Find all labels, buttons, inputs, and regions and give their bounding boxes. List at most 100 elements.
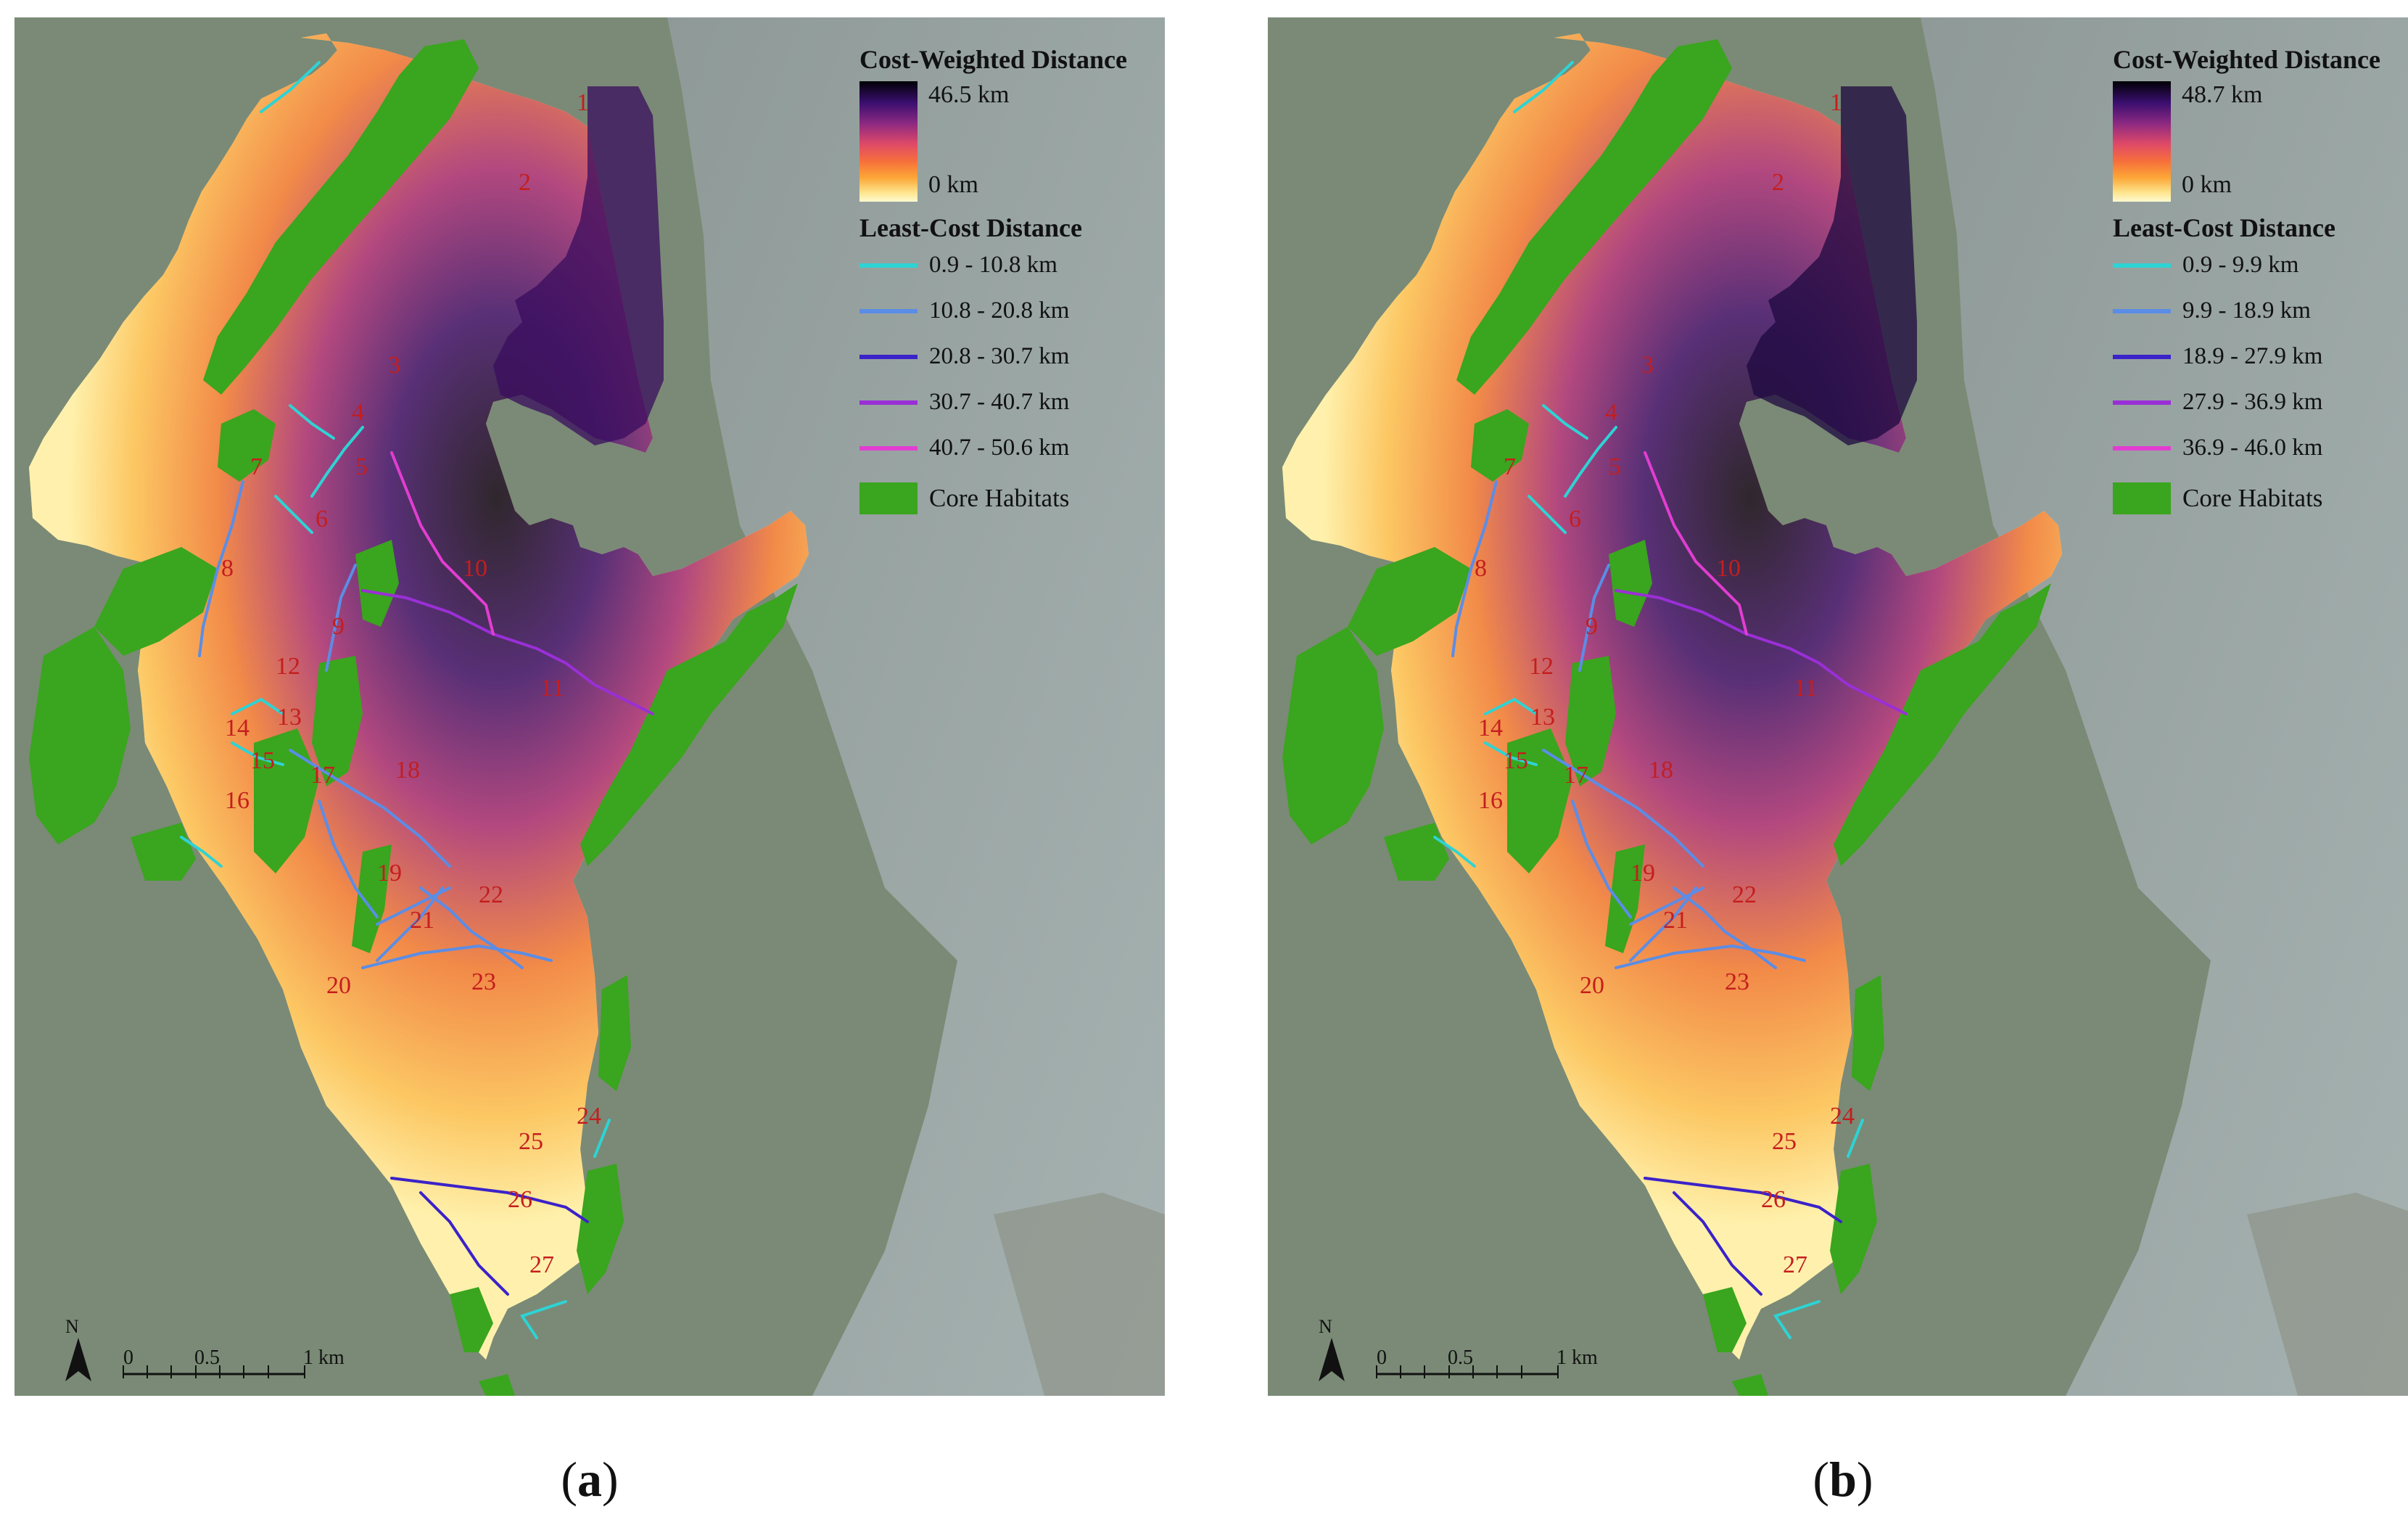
- corridor-label: 12: [276, 653, 300, 680]
- corridor-label: 9: [1586, 613, 1598, 640]
- lc-class-2: 9.9 - 18.9 km: [2113, 288, 2403, 334]
- corridor-label: 24: [577, 1103, 601, 1130]
- least-cost-corridor: [289, 749, 451, 868]
- least-cost-corridor: [361, 589, 654, 715]
- lc-swatch: [859, 308, 918, 313]
- corridor-label: 21: [410, 907, 434, 934]
- corridor-label: 21: [1663, 907, 1688, 934]
- lc-swatch: [2113, 308, 2171, 313]
- map-legend: Cost-Weighted Distance 46.5 km 0 km Leas…: [859, 45, 1150, 523]
- least-cost-corridor: [361, 944, 553, 969]
- caption-letter: b: [1829, 1452, 1857, 1507]
- corridor-label: 2: [519, 169, 531, 196]
- core-habitat-patch: [254, 728, 319, 873]
- core-habitat-patch: [1348, 547, 1471, 656]
- core-habitat-patch: [352, 844, 392, 953]
- core-habitat-swatch: [2113, 482, 2171, 514]
- corridor-label: 13: [277, 704, 302, 731]
- core-habitat-label: Core Habitats: [929, 484, 1070, 512]
- lc-class-5: 36.9 - 46.0 km: [2113, 425, 2403, 471]
- least-cost-title: Least-Cost Distance: [859, 213, 1082, 242]
- corridor-label: 7: [1504, 453, 1516, 480]
- lc-class-4: 27.9 - 36.9 km: [2113, 379, 2403, 425]
- core-habitat-patch: [218, 409, 276, 482]
- least-cost-corridor: [1644, 1177, 1842, 1223]
- lc-label: 9.9 - 18.9 km: [2182, 297, 2311, 324]
- least-cost-corridor: [198, 480, 244, 657]
- lc-swatch: [859, 354, 918, 359]
- corridor-label: 8: [221, 555, 234, 582]
- least-cost-corridor: [390, 451, 495, 636]
- sea-area: [667, 17, 1165, 1396]
- core-habitat-patch: [1834, 583, 2051, 866]
- least-cost-corridor: [419, 887, 524, 969]
- scale-label-zero: 0: [1377, 1346, 1387, 1369]
- lc-swatch: [859, 263, 918, 268]
- corridor-label: 8: [1475, 555, 1487, 582]
- lc-swatch: [2113, 354, 2171, 359]
- north-label: N: [1319, 1316, 1332, 1337]
- north-arrow-icon: [65, 1338, 91, 1381]
- urban-area: [994, 1193, 1165, 1396]
- core-habitat-patch: [1852, 975, 1884, 1091]
- core-habitat-patch: [203, 39, 479, 395]
- least-cost-corridor: [1451, 480, 1498, 657]
- corridor-label: 14: [1478, 715, 1503, 741]
- corridor-label: 11: [540, 675, 564, 702]
- corridor-label: 13: [1530, 704, 1555, 731]
- corridor-label: 5: [355, 453, 368, 480]
- least-cost-corridor: [1484, 697, 1538, 715]
- corridor-label: 6: [1569, 506, 1581, 532]
- corridor-label: 23: [471, 969, 496, 995]
- corridor-label: 20: [1580, 972, 1604, 999]
- core-habitat-patch: [1732, 1374, 1768, 1396]
- corridor-label: 19: [1630, 860, 1655, 887]
- least-cost-corridor: [1673, 1191, 1762, 1296]
- scale-label-one: 1 km: [1556, 1346, 1598, 1369]
- caption-a: (a): [561, 1452, 619, 1507]
- corridor-label: 18: [1649, 757, 1673, 784]
- corridor-label: 26: [1761, 1186, 1786, 1213]
- core-habitat-patch: [1605, 844, 1645, 953]
- corridor-label: 24: [1830, 1103, 1855, 1130]
- cost-weighted-title: Cost-Weighted Distance: [859, 45, 1127, 74]
- corridor-label: 2: [1772, 169, 1784, 196]
- least-cost-corridor: [1564, 426, 1617, 498]
- least-cost-corridor: [1513, 61, 1574, 113]
- core-habitat-patch: [355, 540, 399, 627]
- lc-label: 36.9 - 46.0 km: [2182, 435, 2323, 461]
- corridor-label: 10: [1716, 555, 1741, 582]
- core-habitat-swatch: [859, 482, 918, 514]
- least-cost-corridor: [260, 61, 321, 113]
- lc-class-3: 20.8 - 30.7 km: [859, 334, 1150, 379]
- map-panel-b: 1 2 3 4 5 6 7 8 9 10 11 12 13 14 15 16 17 18 19 20 21 22 23 24 2…: [1268, 17, 2408, 1396]
- scale-label-half: 0.5: [1448, 1346, 1473, 1369]
- least-cost-corridor: [1673, 887, 1777, 969]
- core-habitat-patch: [131, 823, 196, 881]
- scale-label-one: 1 km: [303, 1346, 345, 1369]
- least-cost-corridor: [1615, 589, 1908, 715]
- corridor-label: 6: [316, 506, 328, 532]
- corridor-label: 25: [1772, 1128, 1797, 1155]
- core-habitat-patch: [312, 656, 363, 786]
- least-cost-corridor: [1578, 564, 1610, 672]
- cost-max-label: 46.5 km: [928, 81, 1010, 108]
- cost-min-label: 0 km: [2182, 171, 2232, 198]
- corridor-label: 26: [508, 1186, 532, 1213]
- least-cost-corridor: [1571, 799, 1632, 918]
- corridor-label: 22: [479, 881, 503, 908]
- corridor-label: 17: [1564, 762, 1588, 789]
- corridor-label: 19: [377, 860, 402, 887]
- least-cost-corridor: [1484, 741, 1538, 766]
- lc-swatch: [2113, 445, 2171, 451]
- least-cost-title: Least-Cost Distance: [2113, 213, 2335, 242]
- core-habitat-patch: [1830, 1164, 1877, 1294]
- least-cost-corridor: [593, 1119, 611, 1158]
- lc-swatch: [2113, 400, 2171, 405]
- lc-label: 10.8 - 20.8 km: [929, 297, 1070, 324]
- cost-gradient-bar: [859, 81, 918, 202]
- map-panel-a: 1 2 3 4 5 6 7 8 9 10 11 12 13 14 15 16 17 18 19 20 21 22 23 24 2…: [15, 17, 1165, 1396]
- cost-min-label: 0 km: [928, 171, 978, 198]
- cost-gradient-bar: [2113, 81, 2171, 202]
